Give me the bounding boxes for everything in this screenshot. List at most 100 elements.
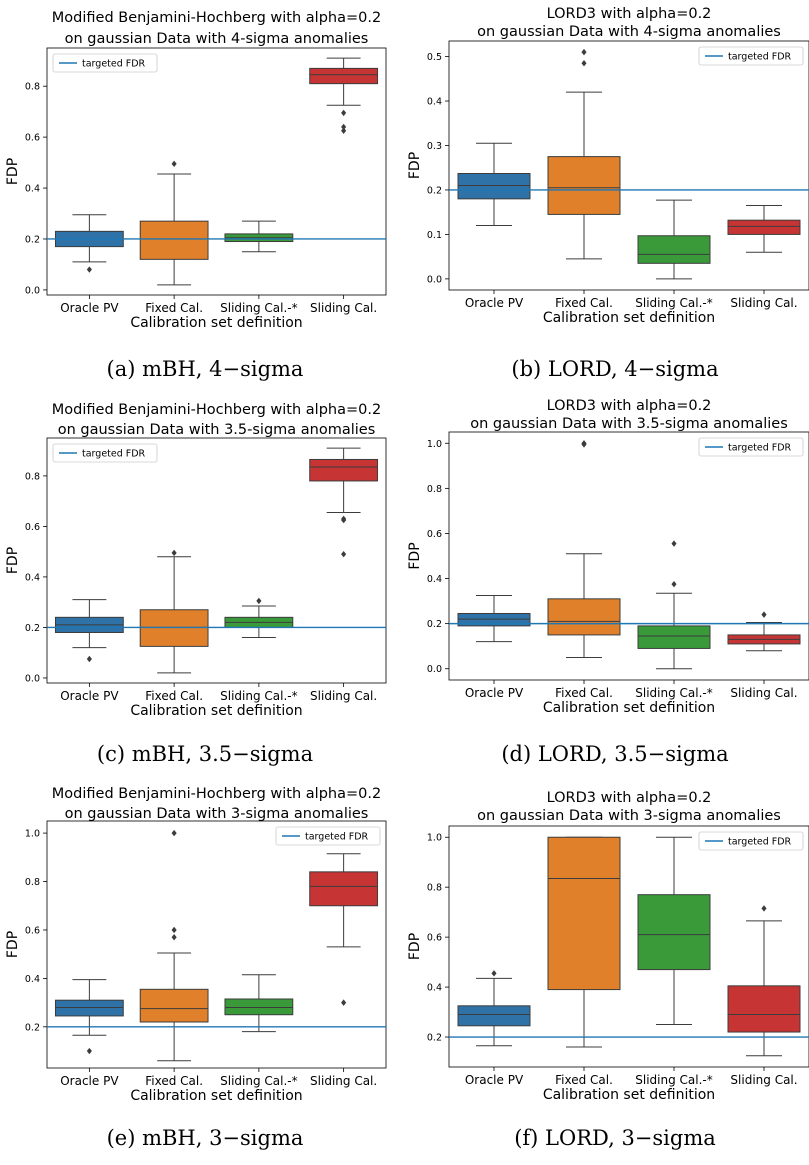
outlier-marker bbox=[86, 655, 92, 663]
x-tick-label: Oracle PV bbox=[60, 1074, 119, 1088]
outlier-marker bbox=[341, 516, 347, 524]
chart-title-line: Modified Benjamini-Hochberg with alpha=0… bbox=[52, 786, 381, 802]
box-iqr bbox=[637, 894, 711, 971]
x-tick-label: Oracle PV bbox=[465, 686, 524, 700]
x-tick-label: Fixed Cal. bbox=[145, 1074, 203, 1088]
legend-label: targeted FDR bbox=[728, 51, 792, 62]
x-tick-label: Oracle PV bbox=[465, 1073, 524, 1087]
y-tick-label: 0.4 bbox=[427, 574, 442, 585]
chart-panel-6: LORD3 with alpha=0.2 on gaussian Data wit… bbox=[407, 790, 809, 1103]
chart-panel-4: LORD3 with alpha=0.2 on gaussian Data wit… bbox=[407, 398, 809, 716]
chart-panel-2: LORD3 with alpha=0.2 on gaussian Data wit… bbox=[407, 6, 809, 326]
y-tick-label: 0.5 bbox=[427, 52, 442, 63]
x-tick-label: Fixed Cal. bbox=[555, 686, 613, 700]
legend: targeted FDR bbox=[698, 831, 804, 851]
box-sliding-cal bbox=[309, 853, 379, 1006]
box-sliding-cal bbox=[309, 447, 379, 558]
legend-box bbox=[698, 831, 804, 851]
box-oracle-pv bbox=[54, 979, 124, 1055]
y-tick-label: 0.2 bbox=[427, 619, 442, 630]
axes-frame bbox=[46, 437, 387, 684]
x-tick-label: Sliding Cal. bbox=[310, 301, 377, 315]
legend-box bbox=[698, 46, 804, 66]
box-sliding-cal bbox=[309, 57, 379, 134]
box-fixed-cal bbox=[547, 48, 621, 260]
x-axis-label: Calibration set definition bbox=[543, 1087, 715, 1103]
box-iqr bbox=[309, 458, 379, 482]
chart-title-line: LORD3 with alpha=0.2 bbox=[547, 790, 712, 806]
box-iqr bbox=[637, 235, 711, 264]
legend: targeted FDR bbox=[698, 437, 804, 457]
box-iqr bbox=[457, 1005, 531, 1027]
chart-title-line: on gaussian Data with 3.5-sigma anomalie… bbox=[58, 422, 376, 438]
x-tick-label: Oracle PV bbox=[60, 689, 119, 703]
y-tick-label: 0.2 bbox=[25, 623, 40, 634]
panel-caption-f: (f) LORD, 3−sigma bbox=[514, 1126, 716, 1150]
box-iqr bbox=[727, 985, 801, 1033]
y-axis-label: FDP bbox=[5, 931, 21, 958]
x-tick-label: Sliding Cal.-* bbox=[635, 1073, 712, 1087]
x-axis-label: Calibration set definition bbox=[130, 1088, 302, 1104]
chart-title-line: LORD3 with alpha=0.2 bbox=[547, 398, 712, 414]
x-tick-label: Sliding Cal.-* bbox=[635, 686, 712, 700]
box-oracle-pv bbox=[457, 142, 531, 227]
outlier-marker bbox=[171, 160, 177, 168]
x-tick-label: Sliding Cal. bbox=[310, 689, 377, 703]
x-axis-label: Calibration set definition bbox=[130, 315, 302, 331]
box-fixed-cal bbox=[139, 549, 209, 674]
axes-frame bbox=[46, 47, 387, 296]
outlier-marker bbox=[256, 597, 262, 605]
y-tick-label: 1.0 bbox=[427, 833, 442, 844]
y-tick-label: 0.6 bbox=[25, 133, 40, 144]
box-iqr bbox=[139, 220, 209, 260]
panel-caption-d: (d) LORD, 3.5−sigma bbox=[501, 742, 728, 766]
box-oracle-pv bbox=[54, 599, 124, 663]
y-tick-label: 0.4 bbox=[25, 572, 40, 583]
y-tick-label: 0.0 bbox=[25, 673, 40, 684]
y-tick-label: 0.8 bbox=[25, 471, 40, 482]
box-iqr bbox=[457, 612, 531, 627]
x-tick-label: Fixed Cal. bbox=[555, 1073, 613, 1087]
x-axis-label: Calibration set definition bbox=[130, 703, 302, 719]
y-tick-label: 0.8 bbox=[427, 484, 442, 495]
outlier-marker bbox=[341, 123, 347, 131]
legend-label: targeted FDR bbox=[82, 448, 146, 459]
box-iqr bbox=[457, 173, 531, 200]
x-tick-label: Oracle PV bbox=[465, 296, 524, 310]
outlier-marker bbox=[341, 109, 347, 117]
y-tick-label: 0.4 bbox=[427, 983, 442, 994]
chart-title-line: on gaussian Data with 3.5-sigma anomalie… bbox=[470, 416, 788, 432]
box-sliding-cal bbox=[727, 205, 801, 253]
panel-caption-c: (c) mBH, 3.5−sigma bbox=[97, 742, 313, 766]
legend-box bbox=[275, 826, 381, 846]
outlier-marker bbox=[171, 549, 177, 557]
y-tick-label: 0.6 bbox=[25, 522, 40, 533]
chart-title-line: LORD3 with alpha=0.2 bbox=[547, 6, 712, 22]
y-tick-label: 0.1 bbox=[427, 230, 442, 241]
legend: targeted FDR bbox=[698, 46, 804, 66]
outlier-marker bbox=[86, 1047, 92, 1055]
y-axis-label: FDP bbox=[407, 152, 423, 179]
outlier-marker bbox=[581, 440, 587, 447]
box-iqr bbox=[139, 988, 209, 1023]
chart-panel-5: Modified Benjamini-Hochberg with alpha=0… bbox=[5, 786, 387, 1104]
legend-label: targeted FDR bbox=[728, 442, 792, 453]
x-axis-label: Calibration set definition bbox=[543, 700, 715, 716]
box-fixed-cal bbox=[139, 160, 209, 286]
x-tick-label: Sliding Cal. bbox=[730, 1073, 797, 1087]
chart-title-line: on gaussian Data with 4-sigma anomalies bbox=[477, 24, 781, 40]
box-fixed-cal bbox=[547, 836, 621, 1048]
y-tick-label: 0.2 bbox=[25, 1022, 40, 1033]
y-tick-label: 0.8 bbox=[25, 82, 40, 93]
y-tick-label: 0.2 bbox=[25, 234, 40, 245]
box-sliding-cal bbox=[727, 611, 801, 652]
outlier-marker bbox=[671, 580, 677, 588]
box-oracle-pv bbox=[457, 970, 531, 1047]
y-tick-label: 0.2 bbox=[427, 185, 442, 196]
box-iqr bbox=[547, 156, 621, 215]
outlier-marker bbox=[171, 934, 177, 941]
y-tick-label: 0.3 bbox=[427, 141, 442, 152]
outlier-marker bbox=[581, 48, 587, 56]
y-tick-label: 0.6 bbox=[427, 933, 442, 944]
